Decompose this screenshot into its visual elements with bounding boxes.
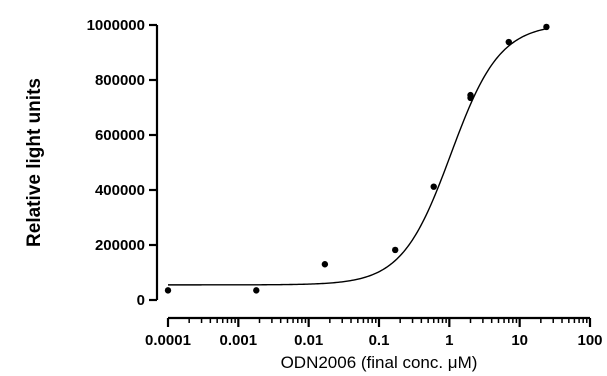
x-tick-label: 0.0001 <box>145 332 191 349</box>
data-point <box>505 38 512 46</box>
y-axis-title: Relative light units <box>24 78 45 247</box>
data-point <box>430 183 437 190</box>
y-axis: 0 200000 400000 600000 800000 1000000 <box>87 17 159 309</box>
y-tick-label: 400000 <box>95 182 145 199</box>
x-tick-label: 100 <box>577 332 602 349</box>
y-tick-label: 0 <box>137 292 145 309</box>
y-tick-label: 1000000 <box>87 17 145 34</box>
x-tick-label: 0.01 <box>294 332 323 349</box>
x-tick-label: 0.1 <box>369 332 390 349</box>
data-point <box>164 287 172 294</box>
data-point <box>321 261 329 268</box>
data-point <box>253 287 260 294</box>
fit-curve <box>168 28 547 286</box>
x-tick-label: 0.001 <box>220 332 258 349</box>
x-tick-label: 10 <box>511 332 528 349</box>
x-axis: 0.0001 0.001 0.01 0.1 1 10 100 <box>145 316 603 349</box>
y-tick-label: 200000 <box>95 237 145 254</box>
y-tick-label: 800000 <box>95 72 145 89</box>
data-point <box>392 246 399 254</box>
data-point <box>467 91 474 99</box>
data-point <box>543 23 550 31</box>
x-tick-label: 1 <box>445 332 453 349</box>
data-points <box>164 23 550 294</box>
x-axis-title: ODN2006 (final conc. μM) <box>281 353 478 372</box>
y-tick-label: 600000 <box>95 127 145 144</box>
